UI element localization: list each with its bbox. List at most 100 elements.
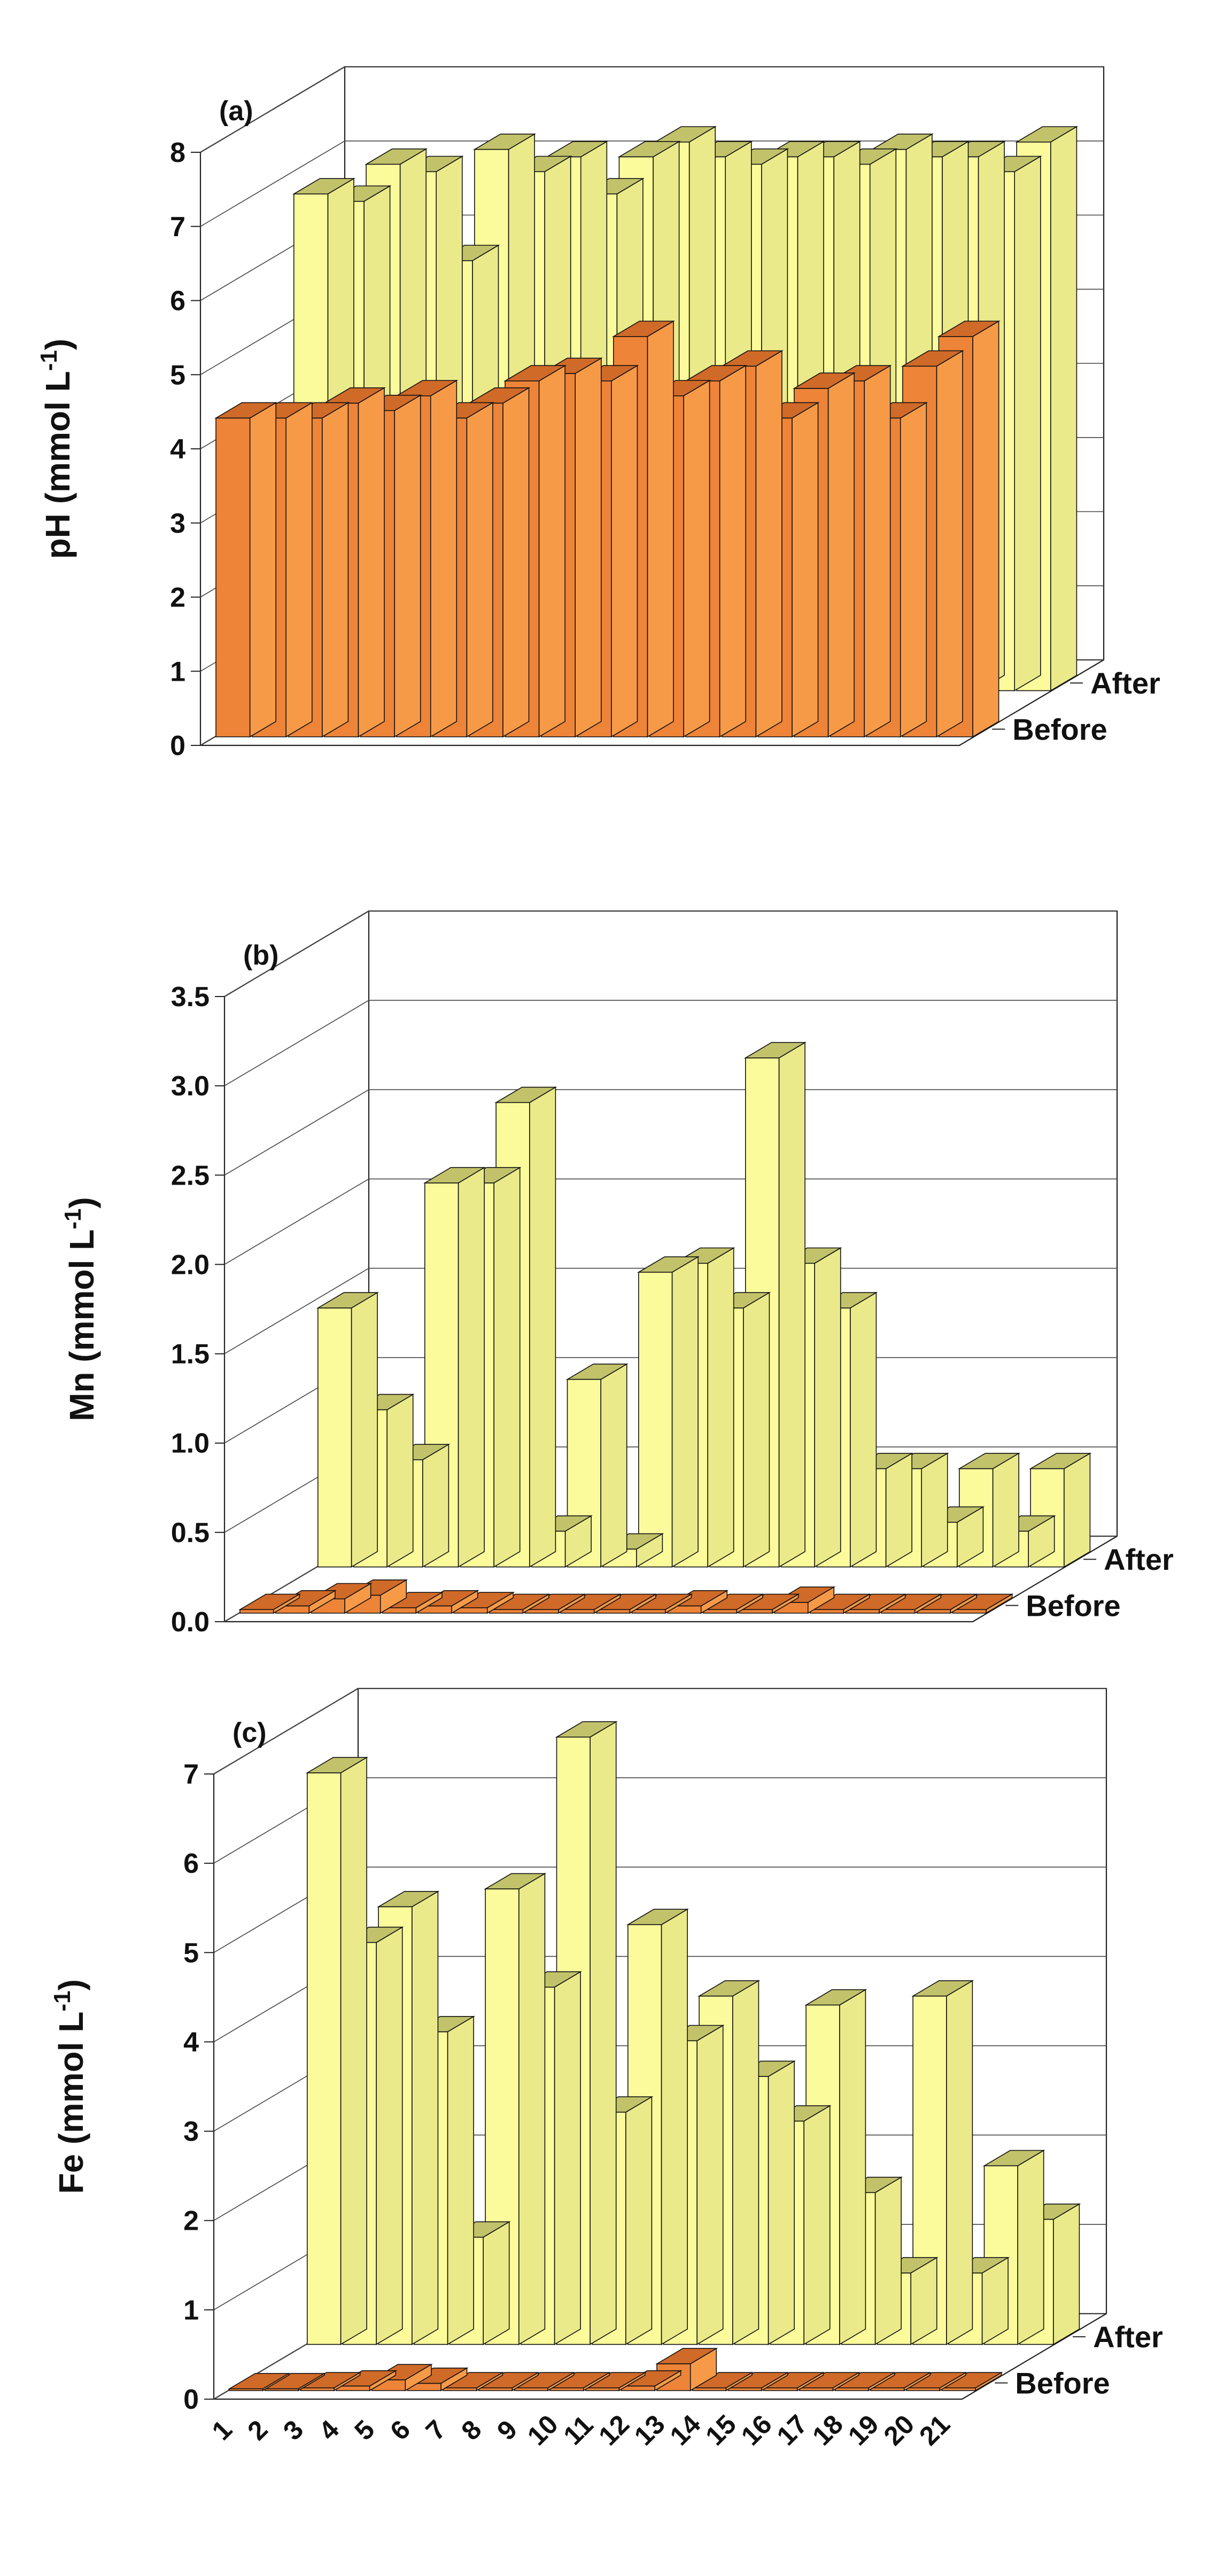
series-labels: After Before [992, 666, 1160, 746]
y-tick-label: 0 [183, 2384, 199, 2415]
bar-side [936, 350, 963, 738]
bar-side [827, 372, 855, 738]
series-before [228, 2347, 1003, 2392]
x-tick-label: 7 [420, 2414, 452, 2446]
bar-side [1064, 1452, 1091, 1568]
bar-side [590, 1721, 617, 2346]
bar-front [239, 1609, 274, 1614]
series-before [238, 1579, 1014, 1614]
bar-front [799, 2387, 834, 2391]
bar-side [946, 1980, 973, 2346]
series-before [214, 320, 1001, 738]
bar-front [306, 1772, 342, 2345]
y-tick-label: 2 [170, 582, 185, 613]
bar-side [394, 394, 421, 738]
bar-side [625, 2096, 653, 2346]
series-label-after: After [1093, 2320, 1163, 2354]
x-tick-label: 1 [206, 2414, 238, 2446]
y-tick-labels: 0 1 2 3 4 5 6 7 [183, 1759, 199, 2415]
bar-side [386, 1394, 414, 1568]
bar-before-10 [559, 1593, 622, 1614]
bar-front [702, 1609, 738, 1614]
bar-front [478, 2387, 513, 2391]
y-axis-label-text: pH (mmol L [38, 371, 77, 559]
bar-side [351, 1291, 378, 1568]
gridline [200, 66, 1104, 153]
x-tick-label: 9 [491, 2414, 523, 2446]
y-tick-label: 0.0 [171, 1607, 210, 1638]
y-tick-label: 5 [170, 360, 185, 391]
x-tick-label: 3 [277, 2414, 309, 2446]
y-tick-label: 0 [170, 730, 185, 761]
bar-front [692, 2387, 727, 2391]
floor-edge [213, 1774, 1107, 2400]
bar-front [317, 1308, 352, 1568]
y-tick-label: 7 [170, 212, 185, 243]
bar-side [538, 364, 565, 738]
y-tick-label: 2 [183, 2206, 199, 2237]
bar-side [1053, 2203, 1080, 2346]
x-tick-label: 8 [455, 2414, 487, 2446]
x-tick-label: 21 [913, 2409, 956, 2452]
bar-side [743, 1291, 770, 1568]
bar-before-15 [726, 2371, 789, 2392]
bar-before-8 [487, 1593, 551, 1614]
bar-before-14 [691, 2371, 754, 2392]
chart-panel-2: 0.0 0.5 1.0 1.5 2.0 2.5 3.0 3.5 Mn (mmol L-1) (b)… [60, 910, 1174, 1638]
bar-side [696, 2025, 724, 2346]
bar-before-1 [214, 402, 278, 738]
y-tick-label: 2.0 [171, 1249, 210, 1280]
y-tick-label: 1.0 [171, 1428, 210, 1459]
series-after [305, 1721, 1081, 2346]
bar-side [518, 1872, 546, 2346]
bar-side [411, 1890, 439, 2346]
bar-side [430, 379, 458, 738]
y-tick-label: 2.5 [171, 1160, 210, 1191]
bar-side [249, 402, 277, 738]
y-tick-label: 1 [183, 2295, 199, 2326]
bar-side [483, 2221, 510, 2346]
y-axis-label-text: Mn (mmol L [63, 1229, 101, 1421]
bar-front [524, 1609, 559, 1614]
y-tick-label: 6 [183, 1848, 199, 1879]
bar-side [661, 1908, 688, 2346]
y-tick-label: 4 [170, 434, 185, 465]
bar-side [422, 1443, 449, 1568]
bar-side [839, 1989, 866, 2346]
y-tick-label: 7 [183, 1759, 199, 1790]
y-tick-label: 6 [170, 286, 185, 317]
bar-side [502, 387, 530, 738]
bar-side [611, 364, 638, 738]
bar-side [768, 2060, 795, 2346]
y-tick-label: 0.5 [171, 1517, 210, 1548]
chart-panel-1: 0 1 2 3 4 5 6 7 8 pH (mmol L-1) (a) After Before [36, 66, 1160, 761]
bar-front [631, 1609, 666, 1614]
bar-side [493, 1166, 521, 1568]
series-label-after: After [1104, 1543, 1174, 1576]
gridline [224, 1000, 1117, 1086]
bar-side [340, 1756, 367, 2346]
panel-label: (b) [243, 940, 278, 971]
bar-side [864, 364, 891, 738]
series-label-after: After [1090, 666, 1160, 700]
gridline [224, 1089, 1117, 1176]
y-axis-label: Fe (mmol L-1) [49, 1979, 90, 2194]
bar-front [514, 2387, 548, 2391]
y-tick-label: 1.5 [171, 1339, 210, 1370]
bar-before-9 [523, 1593, 586, 1614]
gridline [213, 1688, 1106, 1775]
y-axis-label-close: ) [52, 1979, 90, 1990]
bar-side [321, 402, 349, 738]
bar-after-1 [305, 1756, 369, 2346]
bar-front [549, 2387, 584, 2391]
bar-side [755, 350, 782, 738]
bar-side [447, 2015, 474, 2346]
gridline [224, 1267, 1117, 1355]
series-label-before: Before [1026, 1589, 1120, 1623]
bar-before-5 [381, 1591, 444, 1614]
bar-front [215, 417, 251, 737]
bar-front [916, 1609, 951, 1614]
series-label-before: Before [1012, 713, 1107, 746]
y-axis-label-superscript: -1 [60, 1209, 86, 1229]
